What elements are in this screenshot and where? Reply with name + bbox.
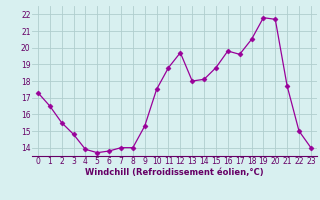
X-axis label: Windchill (Refroidissement éolien,°C): Windchill (Refroidissement éolien,°C) <box>85 168 264 177</box>
